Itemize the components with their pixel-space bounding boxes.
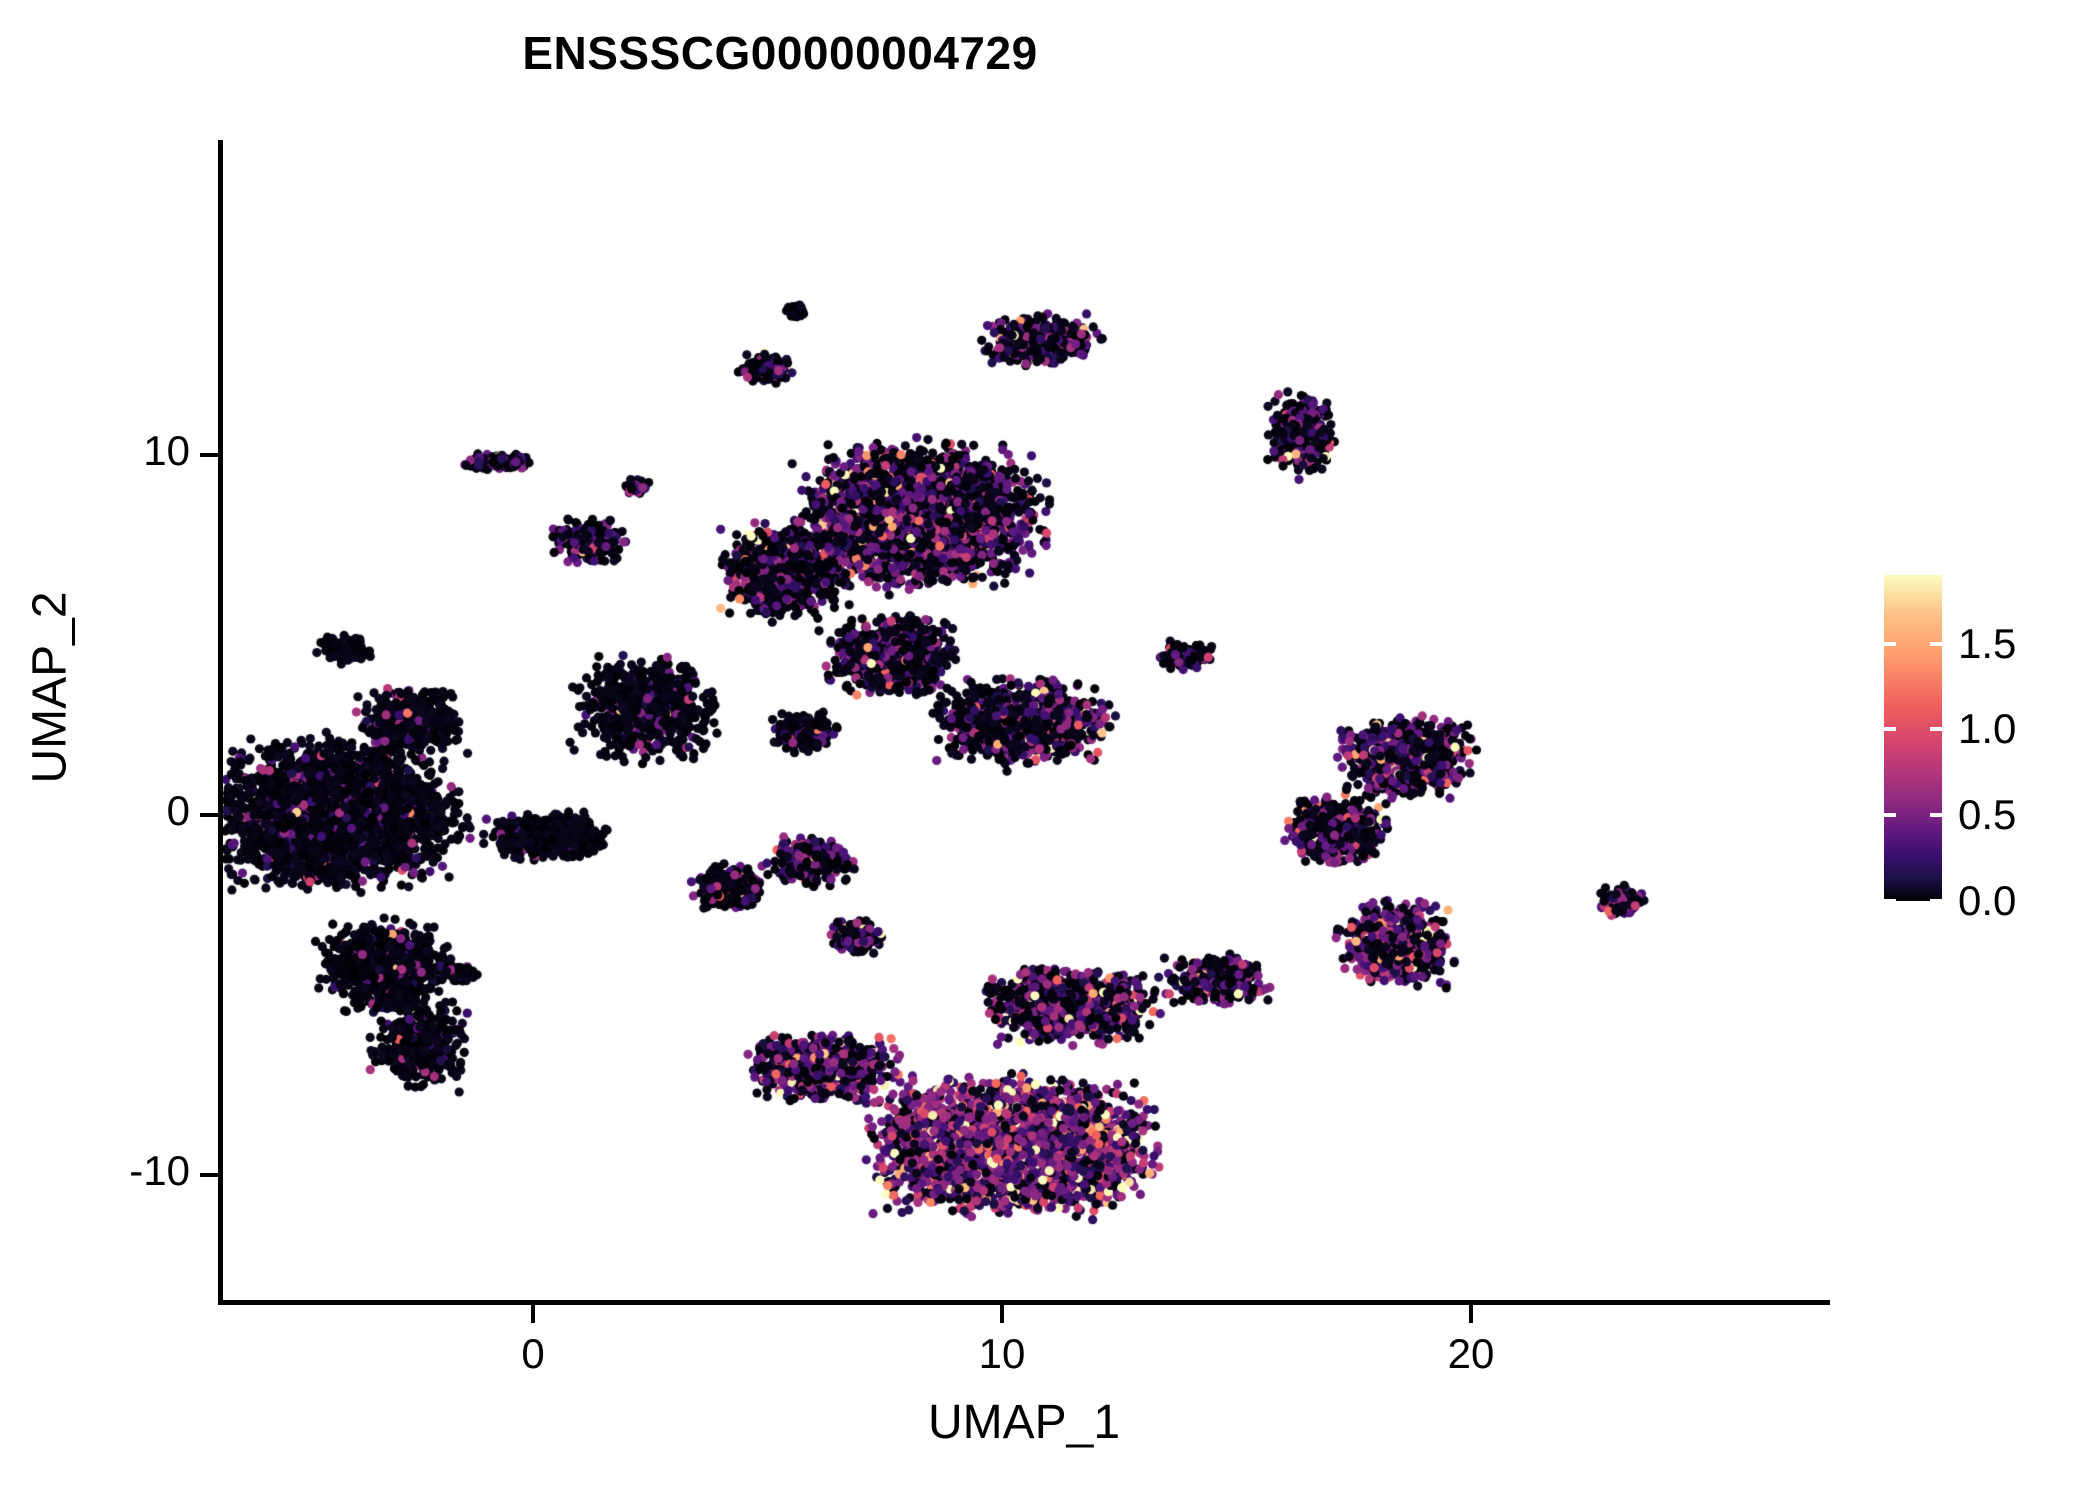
colorbar-tick-mark — [1930, 641, 1942, 646]
colorbar-tick-mark — [1930, 899, 1942, 903]
y-tick-label: -10 — [129, 1147, 190, 1194]
x-tick-label: 10 — [978, 1330, 1026, 1377]
colorbar-tick-mark — [1930, 813, 1942, 818]
y-tick-mark — [200, 813, 218, 817]
x-tick-mark — [531, 1305, 535, 1323]
y-axis-line — [218, 140, 223, 1305]
colorbar-gradient — [1884, 575, 1942, 901]
colorbar-tick-mark — [1884, 813, 1896, 818]
colorbar-tick-label: 0.0 — [1958, 877, 2017, 924]
x-tick-label: 20 — [1447, 1330, 1495, 1377]
x-tick-label: 0 — [521, 1330, 545, 1377]
color-legend: 1.5 1.0 0.5 0.0 — [1884, 575, 2074, 924]
x-tick-mark — [1000, 1305, 1004, 1323]
colorbar-tick-mark — [1884, 899, 1896, 903]
x-axis-title: UMAP_1 — [927, 1396, 1121, 1449]
colorbar-tick-label: 1.5 — [1958, 619, 2017, 667]
colorbar-tick-mark — [1884, 641, 1896, 646]
y-tick-label: 10 — [143, 427, 190, 474]
y-tick-mark — [200, 453, 218, 457]
x-axis-line — [218, 1300, 1830, 1305]
colorbar-tick-mark — [1930, 727, 1942, 732]
y-axis-title: UMAP_2 — [23, 591, 77, 784]
x-tick-mark — [1469, 1305, 1473, 1323]
colorbar-tick-label: 1.0 — [1958, 705, 2017, 753]
y-tick-mark — [200, 1173, 218, 1177]
y-tick-label: 0 — [166, 787, 190, 834]
colorbar-tick-mark — [1884, 727, 1896, 732]
colorbar-tick-label: 0.5 — [1958, 791, 2017, 839]
